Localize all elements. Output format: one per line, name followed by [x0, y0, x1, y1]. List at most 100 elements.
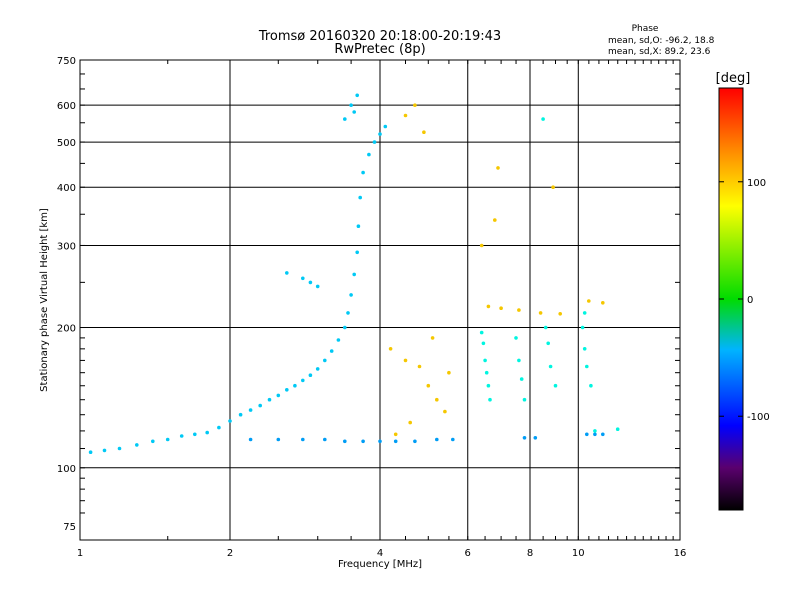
data-point	[522, 397, 527, 402]
data-point	[481, 341, 486, 346]
x-tick-label: 10	[572, 548, 585, 559]
data-point	[479, 330, 484, 335]
data-point	[355, 93, 360, 98]
data-point	[267, 397, 272, 402]
data-point	[102, 448, 107, 453]
data-point	[358, 195, 363, 200]
data-point	[276, 437, 281, 442]
data-point	[499, 306, 503, 311]
data-point	[551, 185, 555, 189]
colorbar-ticks: 100 0 -100	[719, 178, 770, 423]
colorbar-label: [deg]	[716, 71, 751, 86]
data-point	[496, 166, 500, 170]
data-point	[546, 341, 550, 346]
x-tick-label: 6	[465, 548, 471, 559]
data-point	[517, 308, 521, 312]
data-point	[367, 152, 371, 157]
data-point	[486, 304, 491, 309]
data-point	[352, 272, 357, 277]
data-point	[393, 432, 398, 437]
data-point	[519, 377, 524, 381]
data-point	[403, 113, 408, 118]
data-point	[308, 373, 313, 378]
data-point	[323, 358, 327, 363]
data-point	[533, 436, 538, 440]
data-point	[435, 437, 439, 442]
data-point	[117, 446, 122, 451]
data-point	[541, 117, 545, 121]
y-tick-label: 75	[63, 522, 76, 533]
data-point	[378, 439, 382, 444]
phase-legend-o: mean, sd,O: -96.2, 18.8	[608, 36, 715, 46]
data-point	[426, 383, 431, 388]
data-point	[238, 412, 243, 417]
data-point	[589, 383, 593, 388]
data-point	[349, 103, 353, 107]
data-point	[585, 364, 589, 369]
data-point	[258, 403, 263, 408]
data-point	[580, 325, 585, 330]
data-point	[593, 429, 597, 433]
data-point	[308, 280, 313, 285]
data-point	[248, 437, 253, 442]
x-axis-label: Frequency [MHz]	[338, 559, 422, 570]
data-points	[88, 93, 620, 455]
data-point	[343, 325, 347, 330]
y-tick-label: 400	[57, 183, 76, 194]
data-point	[538, 311, 543, 315]
data-point	[378, 132, 382, 136]
data-point	[372, 140, 377, 144]
y-tick-label: 600	[57, 101, 76, 112]
data-point	[582, 311, 587, 315]
data-point	[383, 124, 388, 129]
x-tick-label: 2	[227, 548, 233, 559]
data-point	[430, 336, 435, 340]
data-point	[205, 430, 209, 435]
y-tick-label: 100	[57, 464, 76, 475]
data-point	[301, 276, 305, 281]
x-tick-label: 1	[77, 548, 83, 559]
axis-ticks: 1 2 4 6 8 10 16 75 100 200 300 400 500 600 750	[57, 56, 686, 559]
y-tick-label: 200	[57, 324, 76, 335]
data-point	[484, 370, 489, 375]
chart-title: Tromsø 20160320 20:18:00-20:19:43	[258, 29, 501, 44]
data-point	[285, 271, 289, 275]
grid	[80, 60, 680, 540]
data-point	[447, 370, 451, 375]
data-point	[228, 419, 232, 423]
colorbar-tick-label: -100	[747, 412, 770, 423]
data-point	[346, 311, 350, 315]
colorbar-tick-label: 0	[747, 295, 753, 306]
data-point	[151, 439, 155, 444]
plot-frame	[79, 59, 681, 541]
data-point	[329, 349, 334, 353]
data-point	[88, 450, 93, 455]
data-point	[548, 364, 553, 369]
data-point	[493, 218, 497, 222]
data-point	[587, 299, 591, 303]
x-tick-label: 8	[527, 548, 533, 559]
data-point	[451, 437, 455, 442]
data-point	[422, 130, 426, 134]
data-point	[356, 224, 361, 228]
data-point	[285, 388, 289, 392]
data-point	[165, 437, 170, 442]
phase-legend-title: Phase	[632, 24, 659, 34]
data-point	[413, 439, 417, 444]
data-point	[276, 393, 281, 398]
y-tick-label: 300	[57, 241, 76, 252]
data-point	[301, 437, 305, 442]
data-point	[522, 436, 527, 440]
data-point	[585, 432, 589, 437]
data-point	[179, 434, 184, 438]
data-point	[323, 437, 327, 442]
data-point	[553, 383, 558, 388]
data-point	[315, 284, 320, 289]
data-point	[361, 170, 365, 175]
data-point	[593, 432, 597, 437]
y-tick-label: 500	[57, 138, 76, 149]
data-point	[403, 358, 408, 363]
y-tick-label: 750	[57, 56, 76, 67]
